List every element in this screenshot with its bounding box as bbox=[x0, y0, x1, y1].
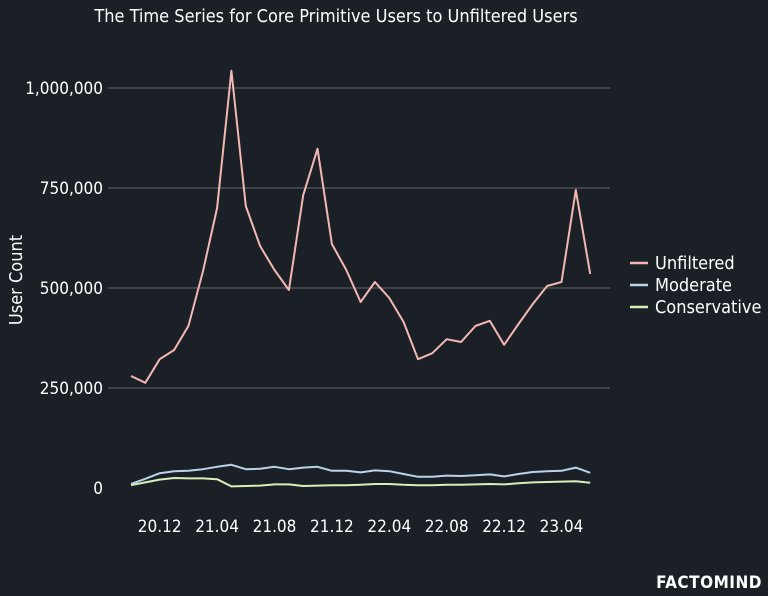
y-tick-label: 1,000,000 bbox=[25, 79, 103, 99]
legend-label: Moderate bbox=[655, 275, 732, 296]
x-tick-label: 22.08 bbox=[425, 517, 469, 537]
x-tick-label: 22.12 bbox=[482, 517, 526, 537]
legend-label: Conservative bbox=[655, 297, 761, 318]
y-tick-label: 500,000 bbox=[40, 279, 103, 299]
series-lines bbox=[130, 69, 592, 488]
x-tick-label: 21.12 bbox=[310, 517, 354, 537]
x-tick-label: 20.12 bbox=[138, 517, 182, 537]
brand-logo: FACTOMIND bbox=[656, 573, 762, 593]
grid-lines bbox=[108, 87, 610, 389]
x-tick-label: 21.04 bbox=[195, 517, 239, 537]
y-tick-labels: 0 250,000 500,000 750,000 1,000,000 bbox=[25, 79, 103, 499]
x-tick-label: 21.08 bbox=[253, 517, 297, 537]
legend-label: Unfiltered bbox=[655, 253, 735, 274]
y-tick-label: 0 bbox=[93, 479, 103, 499]
chart-title: The Time Series for Core Primitive Users… bbox=[93, 6, 577, 27]
x-tick-labels: 20.12 21.04 21.08 21.12 22.04 22.08 22.12 23.04 bbox=[138, 517, 584, 537]
x-tick-label: 23.04 bbox=[540, 517, 584, 537]
y-tick-label: 250,000 bbox=[40, 379, 103, 399]
y-tick-label: 750,000 bbox=[40, 179, 103, 199]
series-line-moderate bbox=[130, 463, 591, 485]
series-line-conservative bbox=[130, 477, 591, 488]
series-line-unfiltered bbox=[130, 69, 592, 384]
y-axis-label: User Count bbox=[6, 235, 27, 325]
x-tick-label: 22.04 bbox=[367, 517, 411, 537]
